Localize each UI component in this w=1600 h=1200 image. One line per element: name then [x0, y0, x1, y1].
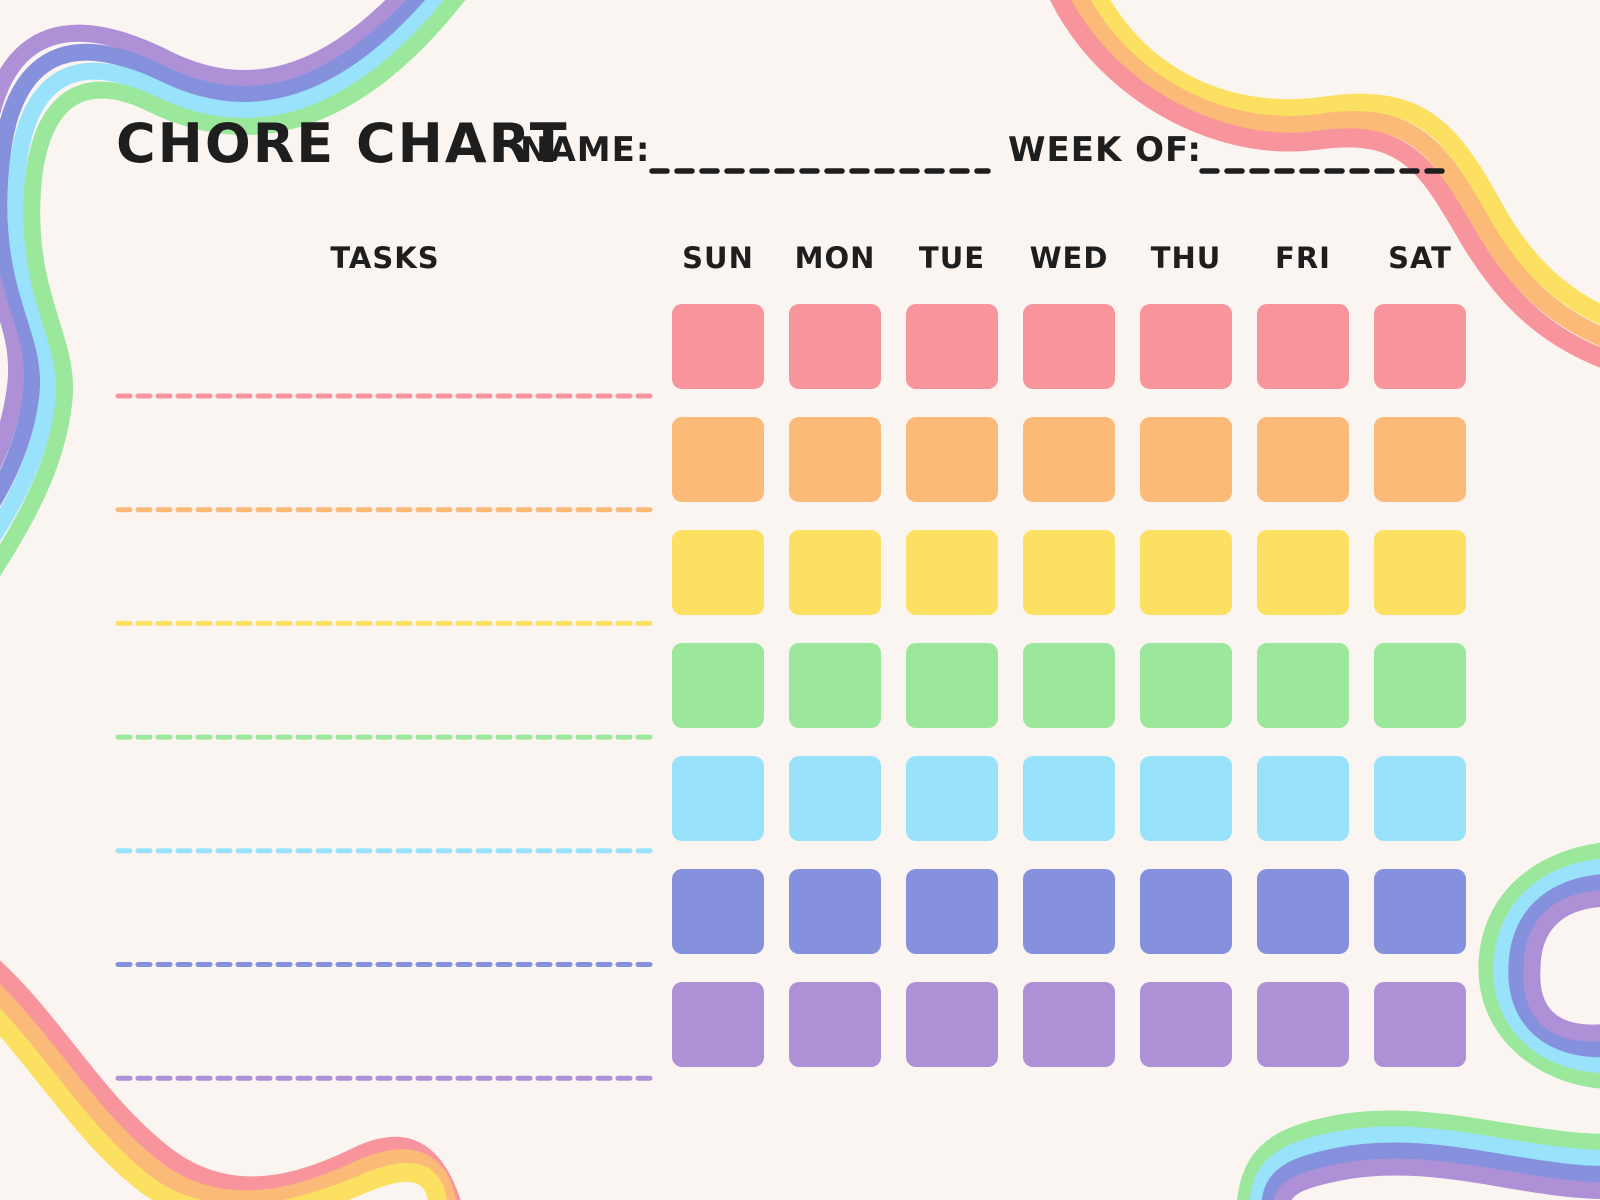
chore-cell-row5-fri	[1257, 756, 1349, 841]
day-header-thu: THU	[1150, 241, 1222, 275]
chore-cell-row1-mon	[789, 304, 881, 389]
chore-cell-row5-wed	[1023, 756, 1115, 841]
chore-cell-row3-mon	[789, 530, 881, 615]
chore-cell-row2-sun	[672, 417, 764, 502]
top-right-ribbon-stripe-yellow	[1088, 0, 1600, 325]
chore-cell-row6-thu	[1140, 869, 1232, 954]
chore-cell-row7-fri	[1257, 982, 1349, 1067]
chore-cell-row6-mon	[789, 869, 881, 954]
bottom-right-ribbon-stripe-green	[1237, 842, 1600, 1200]
chore-cell-row2-fri	[1257, 417, 1349, 502]
day-header-wed: WED	[1029, 241, 1109, 275]
chore-cell-row6-tue	[906, 869, 998, 954]
chore-cell-row6-sat	[1374, 869, 1466, 954]
top-left-ribbon	[0, 0, 466, 577]
day-header-fri: FRI	[1275, 241, 1331, 275]
top-left-ribbon-stripe-cyan	[0, 0, 448, 542]
task-write-in-lines	[115, 393, 657, 1081]
chore-cell-row3-thu	[1140, 530, 1232, 615]
chore-cell-row7-thu	[1140, 982, 1232, 1067]
page-title: CHORE CHART	[116, 112, 569, 175]
chore-cell-row3-sat	[1374, 530, 1466, 615]
chore-cell-row6-fri	[1257, 869, 1349, 954]
chore-cell-row3-fri	[1257, 530, 1349, 615]
chore-cell-row2-thu	[1140, 417, 1232, 502]
chore-cell-row2-mon	[789, 417, 881, 502]
chore-cell-row3-sun	[672, 530, 764, 615]
week-of-field-label: WEEK OF:	[1008, 130, 1203, 170]
chore-cell-row1-fri	[1257, 304, 1349, 389]
chore-cell-row7-sat	[1374, 982, 1466, 1067]
top-right-ribbon-stripe-orange	[1069, 0, 1600, 347]
chore-cell-row5-mon	[789, 756, 881, 841]
chore-cell-row1-thu	[1140, 304, 1232, 389]
chore-cell-row1-wed	[1023, 304, 1115, 389]
chore-cell-row4-sun	[672, 643, 764, 728]
chore-cell-row7-tue	[906, 982, 998, 1067]
chore-cell-row5-sat	[1374, 756, 1466, 841]
name-field-label: NAME:	[520, 130, 651, 170]
tasks-column-header: TASKS	[330, 241, 440, 275]
chore-cell-row4-thu	[1140, 643, 1232, 728]
chore-cell-row1-sat	[1374, 304, 1466, 389]
bottom-right-ribbon-stripe-blue	[1261, 874, 1600, 1200]
chore-cell-row4-fri	[1257, 643, 1349, 728]
top-left-ribbon-stripe-green	[0, 0, 466, 577]
day-header-tue: TUE	[918, 241, 986, 275]
chore-cell-row6-wed	[1023, 869, 1115, 954]
chore-cell-row5-thu	[1140, 756, 1232, 841]
bottom-right-ribbon	[1237, 842, 1600, 1200]
chore-cell-row4-sat	[1374, 643, 1466, 728]
chore-cell-row4-wed	[1023, 643, 1115, 728]
chore-cell-row7-mon	[789, 982, 881, 1067]
top-left-ribbon-stripe-blue	[0, 0, 429, 507]
day-header-mon: MON	[794, 241, 876, 275]
chore-cell-row1-tue	[906, 304, 998, 389]
top-right-ribbon	[1049, 0, 1600, 368]
chore-cell-row4-tue	[906, 643, 998, 728]
chore-cell-row4-mon	[789, 643, 881, 728]
chore-cell-row2-tue	[906, 417, 998, 502]
day-header-sat: SAT	[1388, 241, 1452, 275]
chore-cell-row1-sun	[672, 304, 764, 389]
top-left-ribbon-stripe-purple	[0, 0, 410, 470]
top-right-ribbon-stripe-pink	[1049, 0, 1600, 368]
chore-cell-row3-wed	[1023, 530, 1115, 615]
bottom-left-ribbon-stripe-yellow	[0, 1008, 447, 1200]
bottom-right-ribbon-stripe-cyan	[1249, 858, 1600, 1200]
chore-cell-row7-sun	[672, 982, 764, 1067]
chore-cell-row2-sat	[1374, 417, 1466, 502]
chore-cell-row5-tue	[906, 756, 998, 841]
chore-cell-row5-sun	[672, 756, 764, 841]
chore-cell-row3-tue	[906, 530, 998, 615]
day-header-sun: SUN	[682, 241, 754, 275]
chore-cell-row7-wed	[1023, 982, 1115, 1067]
chore-cell-row2-wed	[1023, 417, 1115, 502]
bottom-right-ribbon-stripe-purple	[1273, 890, 1600, 1200]
chore-cell-row6-sun	[672, 869, 764, 954]
